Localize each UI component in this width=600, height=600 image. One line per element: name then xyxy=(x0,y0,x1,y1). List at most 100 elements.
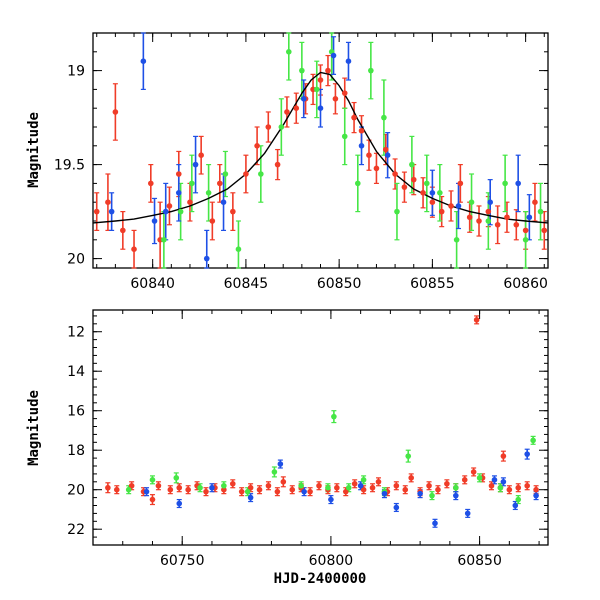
red-data-point xyxy=(366,152,372,158)
red-data-point xyxy=(175,171,182,177)
red-data-point xyxy=(176,484,183,491)
red-data-point xyxy=(112,109,119,115)
green-data-point xyxy=(354,180,361,187)
green-data-point xyxy=(368,67,374,74)
blue-data-point xyxy=(455,203,462,209)
green-data-point xyxy=(423,180,430,187)
red-data-point xyxy=(221,486,227,493)
red-data-point xyxy=(243,171,249,177)
blue-data-point xyxy=(140,58,147,64)
green-data-point xyxy=(530,437,536,444)
bottom-panel-x-axis-title: HJD-2400000 xyxy=(274,571,367,587)
green-data-point xyxy=(258,171,264,177)
red-data-point xyxy=(131,246,137,252)
red-data-point xyxy=(293,105,300,111)
x-tick-label: 60860 xyxy=(503,276,548,292)
red-data-point xyxy=(533,486,539,493)
top-panel-y-axis-title: Magnitude xyxy=(26,112,42,188)
blue-data-point xyxy=(301,488,307,495)
red-data-point xyxy=(280,479,287,485)
bottom-panel-x-tick-labels: 60750 60800 60850 xyxy=(160,553,502,569)
green-data-point xyxy=(485,218,492,224)
green-data-point xyxy=(325,484,331,491)
blue-data-point xyxy=(277,461,284,467)
green-data-point xyxy=(405,453,412,459)
blue-data-point xyxy=(393,504,400,511)
y-tick-label: 18 xyxy=(67,443,85,459)
red-data-point xyxy=(316,482,322,489)
green-data-point xyxy=(271,469,278,475)
green-data-point xyxy=(497,484,504,491)
blue-data-point xyxy=(533,492,539,499)
green-data-point xyxy=(244,488,251,495)
blue-data-point xyxy=(328,496,334,503)
green-data-point xyxy=(125,486,132,493)
red-data-point xyxy=(198,152,204,158)
red-data-point xyxy=(265,482,272,489)
red-data-point xyxy=(438,208,445,215)
red-data-point xyxy=(420,190,426,196)
green-data-point xyxy=(189,180,195,187)
blue-data-point xyxy=(384,152,391,158)
green-data-point xyxy=(409,161,415,168)
red-data-point xyxy=(229,480,236,487)
green-data-point xyxy=(515,496,522,503)
bottom-panel-data-points xyxy=(105,317,539,527)
red-data-point xyxy=(167,486,174,493)
red-data-point xyxy=(541,227,548,234)
red-data-point xyxy=(325,67,331,74)
blue-data-point xyxy=(151,218,158,224)
x-tick-label: 60855 xyxy=(410,276,455,292)
red-data-point xyxy=(410,176,417,183)
red-data-point xyxy=(375,479,382,485)
blue-data-point xyxy=(512,502,519,509)
red-data-point xyxy=(392,171,398,177)
red-data-point xyxy=(203,488,209,495)
red-data-point xyxy=(513,221,520,228)
blue-data-point xyxy=(247,494,254,501)
red-data-point xyxy=(360,486,367,493)
top-panel-y-tick-labels: 19 19.5 20 xyxy=(54,64,85,268)
green-data-point xyxy=(522,237,529,243)
green-data-point xyxy=(394,208,400,215)
top-panel-light-curve-zoom: 60840 60845 60850 60855 60860 19 19.5 20 Magni… xyxy=(26,32,549,292)
bottom-panel-full-light-curve: 60750 60800 60850 12 14 16 18 20 22 Magnitude H… xyxy=(26,309,549,587)
bottom-panel-y-axis-title: Magnitude xyxy=(26,390,42,466)
red-data-point xyxy=(373,165,380,172)
y-tick-label: 16 xyxy=(67,404,85,420)
blue-data-point xyxy=(143,488,150,495)
x-tick-label: 60750 xyxy=(160,553,205,569)
red-data-point xyxy=(289,486,296,493)
red-data-point xyxy=(230,208,236,215)
green-data-point xyxy=(360,477,367,483)
red-data-point xyxy=(187,199,193,205)
red-data-point xyxy=(307,488,313,495)
red-data-point xyxy=(500,453,507,459)
y-tick-label: 22 xyxy=(67,522,85,538)
blue-data-point xyxy=(317,105,324,111)
red-data-point xyxy=(113,486,120,493)
blue-data-point xyxy=(417,490,423,497)
green-data-point xyxy=(299,67,305,74)
blue-data-point xyxy=(300,96,307,102)
green-data-point xyxy=(285,49,292,55)
red-data-point xyxy=(105,484,111,491)
y-tick-label: 20 xyxy=(67,483,85,499)
green-data-point xyxy=(453,237,460,243)
blue-data-point xyxy=(357,482,364,489)
red-data-point xyxy=(522,227,529,234)
top-panel-x-tick-labels: 60840 60845 60850 60855 60860 xyxy=(130,276,547,292)
blue-data-point xyxy=(220,199,227,205)
y-tick-label: 20 xyxy=(67,252,85,268)
green-data-point xyxy=(298,482,304,489)
red-data-point xyxy=(524,482,530,489)
blue-data-point xyxy=(464,510,471,517)
bottom-panel-ticks xyxy=(92,310,548,546)
blue-data-point xyxy=(209,484,215,491)
red-data-point xyxy=(485,208,492,215)
red-data-point xyxy=(532,199,538,205)
red-data-point xyxy=(435,486,441,493)
green-data-point xyxy=(235,246,242,252)
green-data-point xyxy=(161,237,167,243)
green-data-point xyxy=(437,190,443,196)
